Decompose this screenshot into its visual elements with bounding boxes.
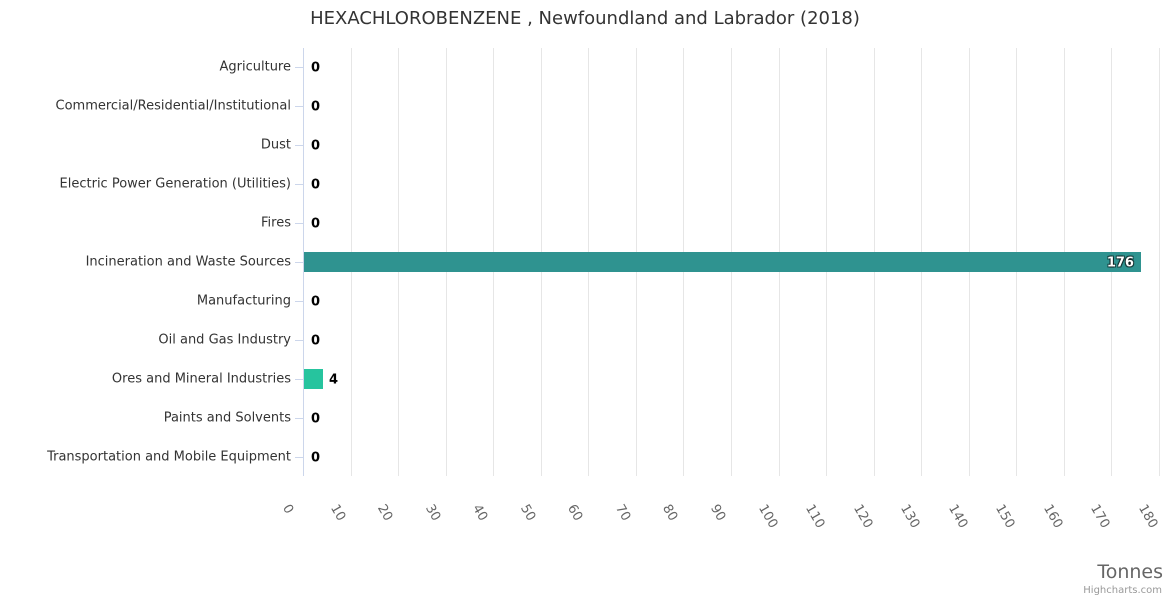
category-label: Agriculture	[219, 59, 292, 75]
data-label: 0	[311, 450, 321, 466]
highcharts-credit-link[interactable]: Highcharts.com	[1083, 585, 1162, 596]
x-axis-tick-label: 20	[374, 502, 396, 524]
x-axis-tick-label: 110	[802, 502, 828, 532]
x-axis-tick-label: 100	[754, 502, 780, 532]
category-tick-mark	[295, 339, 303, 341]
category-tick-mark	[295, 223, 303, 225]
data-label: 0	[311, 294, 321, 310]
x-axis-tick-label: 0	[279, 502, 297, 517]
x-axis-tick-label: 90	[707, 502, 729, 524]
x-axis-tick-label: 30	[421, 502, 443, 524]
x-axis-tick-label: 170	[1087, 502, 1113, 532]
category-tick-mark	[295, 106, 303, 108]
bar-incineration-and-waste-sources[interactable]	[304, 252, 1141, 272]
category-tick-mark	[295, 67, 303, 69]
category-tick-mark	[295, 300, 303, 302]
gridline	[1159, 48, 1160, 476]
category-label: Electric Power Generation (Utilities)	[59, 176, 291, 192]
bar-ores-and-mineral-industries[interactable]	[304, 368, 324, 389]
category-axis-line	[303, 48, 304, 476]
category-tick-mark	[295, 145, 303, 147]
category-tick-mark	[295, 184, 303, 186]
x-axis-title: Tonnes	[1097, 561, 1163, 583]
category-label: Paints and Solvents	[163, 410, 291, 426]
x-axis-tick-label: 70	[611, 502, 634, 524]
category-tick-mark	[295, 456, 303, 458]
category-label: Ores and Mineral Industries	[111, 371, 291, 387]
x-axis-tick-label: 60	[564, 502, 586, 524]
x-axis-tick-label: 180	[1135, 502, 1161, 532]
category-label: Oil and Gas Industry	[158, 332, 291, 348]
category-tick-mark	[295, 417, 303, 419]
data-label: 0	[311, 99, 321, 115]
x-axis-tick-label: 80	[659, 502, 681, 524]
x-axis-tick-label: 10	[326, 502, 348, 524]
category-label: Manufacturing	[196, 293, 291, 309]
data-label: 0	[311, 333, 321, 349]
x-axis-tick-label: 120	[849, 502, 876, 532]
x-axis-tick-label: 140	[944, 502, 971, 532]
data-label: 4	[329, 372, 339, 388]
chart-title: HEXACHLOROBENZENE , Newfoundland and Lab…	[310, 8, 860, 29]
x-axis-tick-label: 50	[516, 502, 539, 524]
x-axis-tick-label: 160	[1039, 502, 1066, 532]
category-label: Dust	[260, 137, 291, 153]
data-label: 0	[311, 411, 321, 427]
x-axis-tick-label: 130	[897, 502, 923, 532]
category-tick-mark	[295, 378, 303, 380]
x-axis-tick-label: 40	[469, 502, 491, 524]
category-tick-mark	[295, 262, 303, 263]
data-label: 0	[311, 138, 321, 154]
category-label: Incineration and Waste Sources	[85, 254, 291, 270]
data-label: 176	[1106, 255, 1134, 271]
category-label: Fires	[261, 215, 291, 231]
category-label: Commercial/Residential/Institutional	[55, 98, 292, 114]
data-label: 0	[311, 177, 321, 193]
data-label: 0	[311, 60, 321, 76]
x-axis-tick-label: 150	[992, 502, 1018, 532]
category-label: Transportation and Mobile Equipment	[47, 449, 291, 465]
data-label: 0	[311, 216, 321, 232]
